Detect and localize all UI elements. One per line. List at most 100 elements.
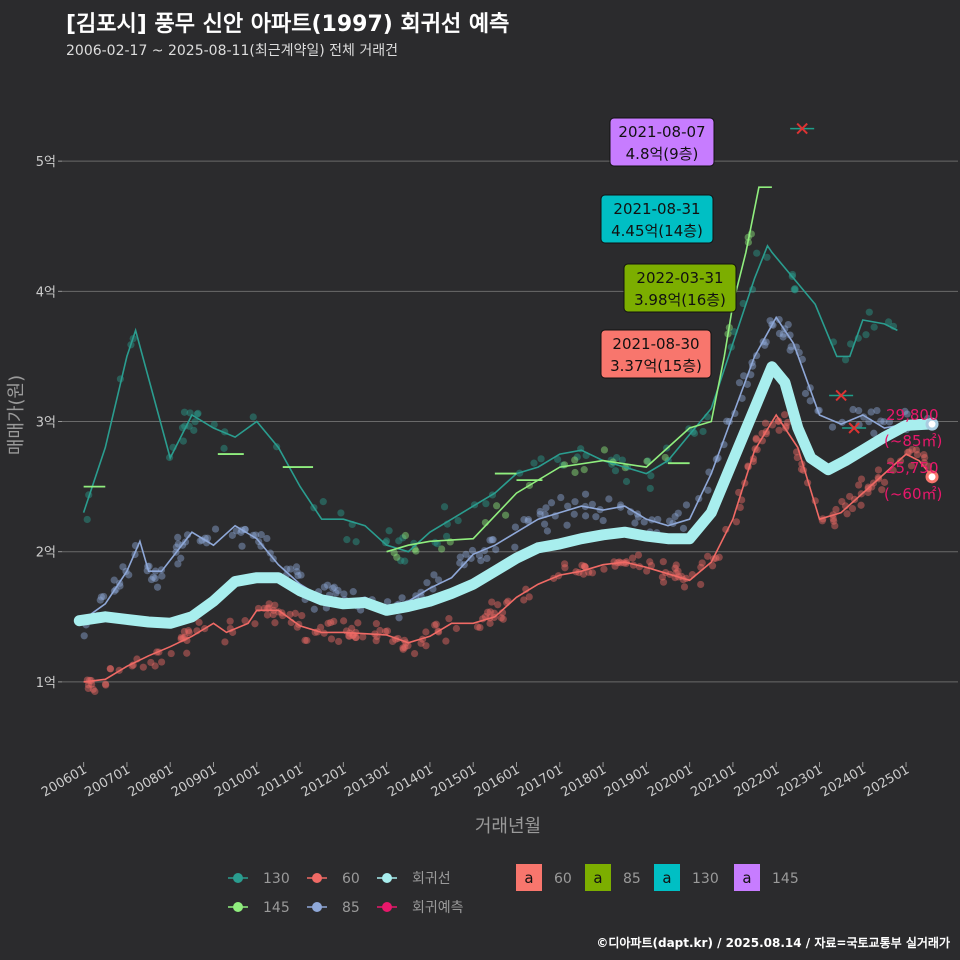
data-point-60 [579, 570, 588, 578]
data-point-85 [671, 512, 679, 521]
data-point-60 [672, 561, 680, 569]
data-point-85 [320, 583, 328, 591]
data-point-60 [183, 649, 191, 657]
data-point-130 [847, 340, 855, 348]
data-point-85 [203, 539, 211, 547]
x-tick-label: 201601 [472, 762, 522, 800]
data-point-85 [332, 589, 340, 597]
data-point-85 [475, 551, 484, 560]
data-point-130 [385, 527, 393, 535]
data-point-130 [862, 331, 870, 339]
legend-box-glyph: a [662, 869, 671, 887]
y-tick-label: 4억 [36, 285, 56, 300]
data-point-60 [561, 564, 569, 572]
data-point-60 [846, 492, 854, 501]
data-point-60 [497, 614, 505, 622]
data-point-60 [921, 453, 929, 462]
data-point-85 [174, 560, 182, 568]
data-point-60 [578, 561, 586, 569]
y-tick-label: 3억 [36, 416, 56, 431]
data-point-60 [101, 680, 110, 688]
data-point-85 [151, 574, 159, 583]
data-point-85 [119, 563, 127, 571]
x-tick-label: 201801 [559, 762, 609, 800]
legend-box-glyph: a [593, 869, 602, 887]
data-point-60 [372, 620, 380, 628]
legend-box-glyph: a [524, 869, 533, 887]
data-point-60 [452, 624, 460, 633]
data-point-60 [774, 417, 783, 425]
data-point-130 [618, 456, 626, 464]
data-point-85 [201, 534, 209, 542]
data-point-60 [324, 619, 332, 627]
data-point-60 [793, 453, 801, 462]
cancel-x-mark [796, 122, 808, 135]
data-point-60 [167, 649, 175, 658]
data-point-60 [269, 610, 277, 619]
data-point-85 [570, 510, 578, 518]
data-point-85 [143, 567, 151, 575]
data-point-130 [537, 455, 545, 463]
data-point-60 [298, 612, 306, 620]
x-tick-label: 201701 [515, 762, 565, 800]
x-tick-label: 201501 [429, 762, 479, 800]
data-point-130 [443, 532, 451, 540]
data-point-60 [271, 601, 279, 609]
data-point-60 [345, 632, 353, 640]
data-point-130 [865, 308, 873, 316]
data-point-130 [395, 537, 403, 545]
data-point-60 [91, 687, 99, 696]
data-point-85 [540, 520, 549, 528]
data-point-60 [781, 411, 789, 419]
annotation-box-130 [600, 194, 714, 244]
forecast-point-60 [925, 470, 939, 484]
data-point-60 [317, 623, 325, 631]
data-point-60 [84, 684, 92, 693]
data-point-60 [102, 681, 110, 689]
data-point-85 [297, 571, 305, 579]
forecast-points: 29,800 (~85㎡) 25,750 (~60㎡) [884, 406, 942, 503]
legend: 130 60 회귀선 145 85 회귀예측 a 60 a 85 a 130 a 145 [228, 864, 799, 916]
data-point-60 [829, 515, 837, 523]
data-point-85 [605, 495, 613, 503]
data-point-85 [158, 572, 166, 580]
x-tick-label: 200601 [39, 762, 89, 800]
data-point-60 [359, 633, 367, 641]
data-point-60 [445, 615, 453, 623]
data-point-130 [220, 444, 228, 452]
data-point-60 [488, 598, 496, 606]
data-point-60 [611, 562, 619, 570]
data-point-85 [806, 397, 814, 405]
data-point-85 [524, 517, 532, 525]
annotation-date: 2022-03-31 [636, 269, 723, 287]
data-point-60 [320, 629, 328, 637]
data-point-60 [874, 466, 883, 474]
data-point-85 [543, 527, 551, 535]
data-point-85 [735, 379, 744, 387]
forecast-point-85 [925, 417, 939, 431]
data-point-85 [536, 507, 544, 516]
series-line-130 [82, 244, 898, 553]
data-point-60 [265, 600, 273, 608]
data-point-60 [634, 551, 643, 559]
data-point-145 [493, 502, 501, 510]
data-point-60 [857, 501, 865, 509]
data-point-85 [903, 410, 911, 418]
data-point-85 [901, 407, 909, 415]
data-point-85 [665, 517, 674, 525]
data-point-85 [383, 598, 392, 606]
x-tick-label: 201001 [212, 762, 262, 800]
data-point-60 [291, 609, 299, 617]
x-tick-label: 201301 [342, 762, 392, 800]
data-point-60 [221, 638, 229, 646]
data-point-60 [241, 617, 249, 625]
data-point-130 [573, 453, 581, 461]
data-point-85 [524, 516, 533, 524]
legend-label: 회귀선 [412, 871, 451, 887]
data-point-60 [89, 685, 97, 693]
data-point-60 [874, 473, 882, 482]
x-tick-label: 202501 [862, 762, 912, 800]
data-point-85 [564, 502, 572, 510]
data-point-85 [723, 417, 731, 425]
